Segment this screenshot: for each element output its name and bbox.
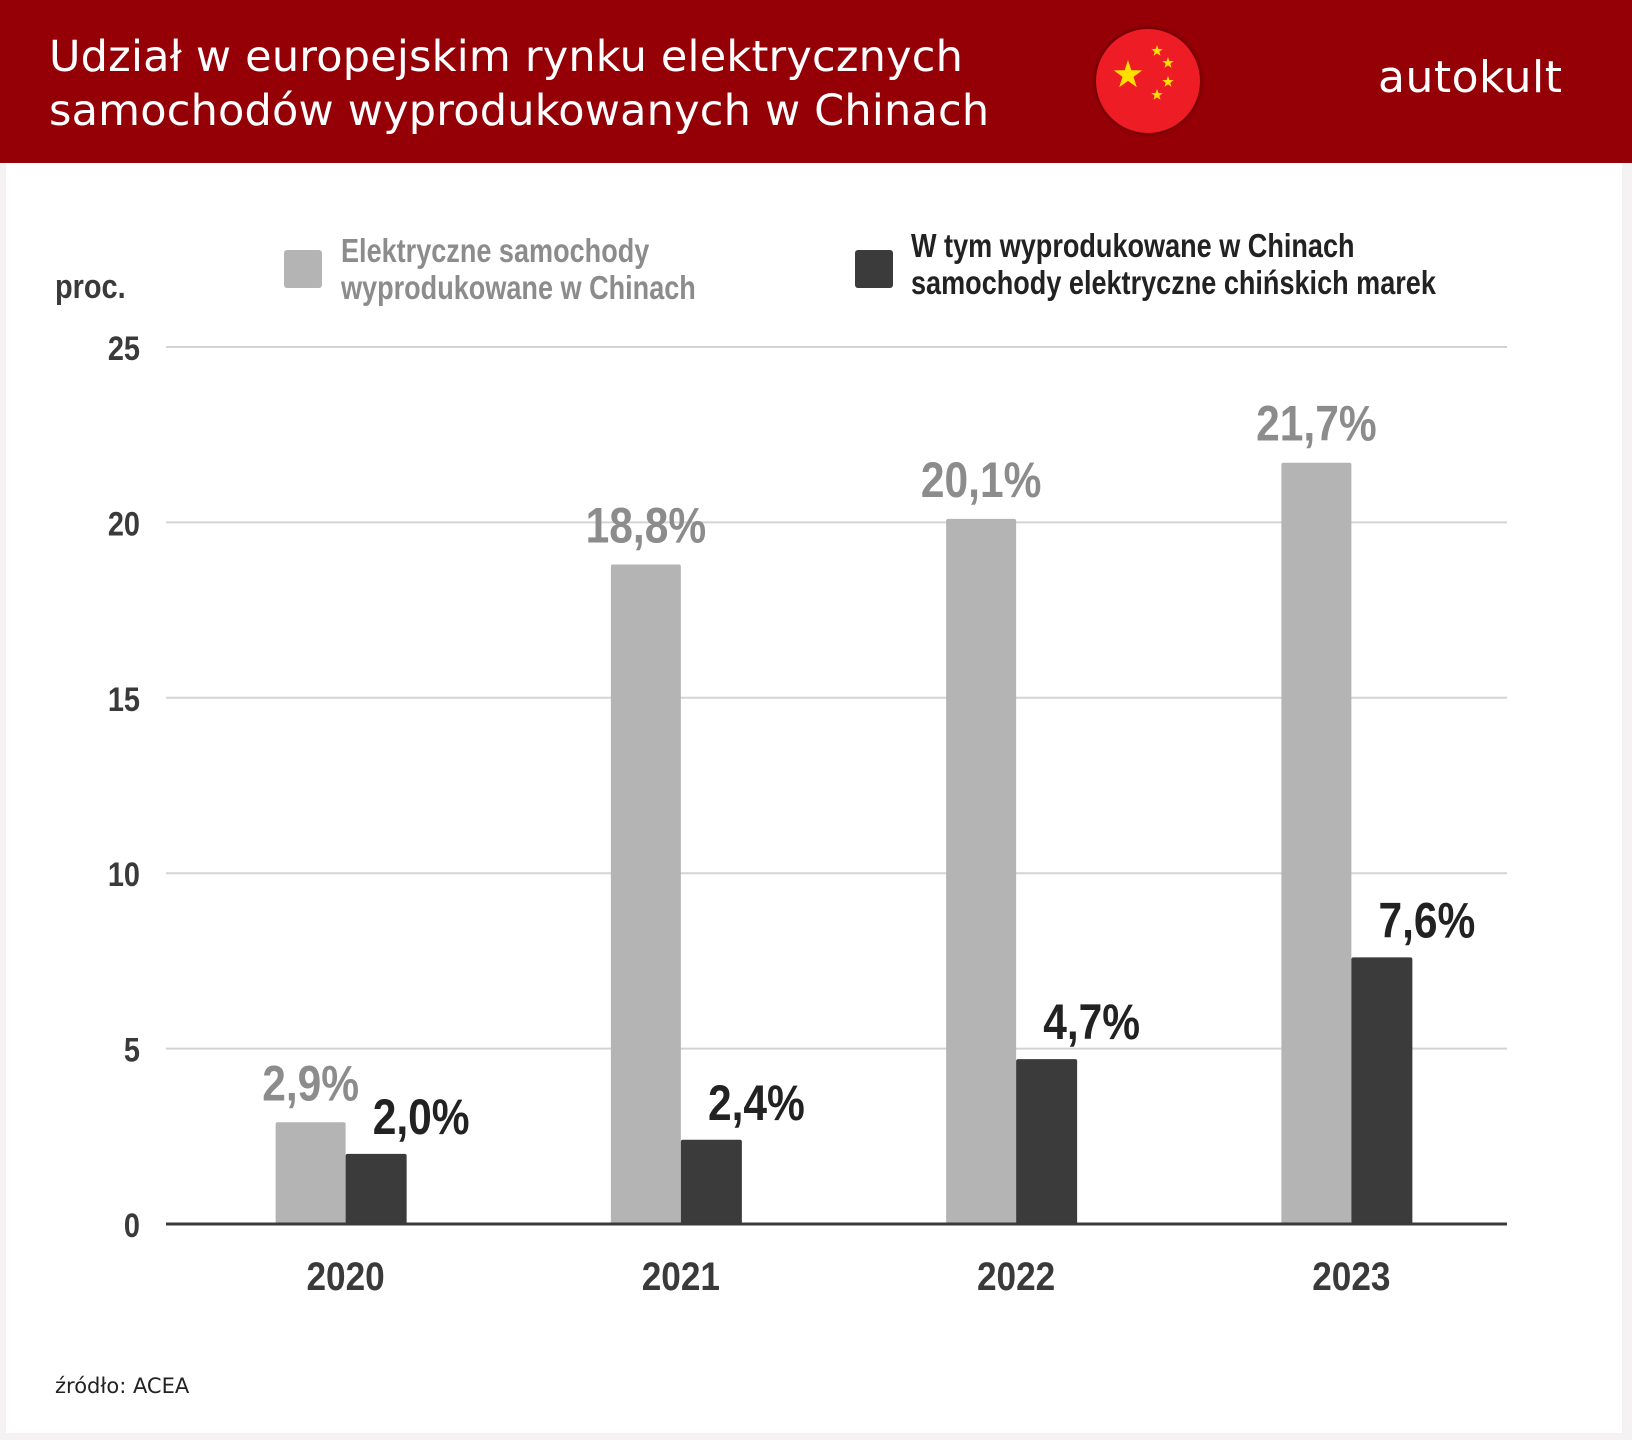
data-label: 20,1% (921, 452, 1041, 508)
bar-dark (345, 1153, 407, 1224)
y-tick-label: 20 (108, 504, 140, 543)
x-tick-label: 2023 (1312, 1254, 1390, 1299)
bar-dark (1016, 1059, 1078, 1224)
bar-light (946, 518, 1017, 1224)
source-note: źródło: ACEA (55, 1374, 190, 1398)
bar-dark (1351, 957, 1413, 1224)
legend-swatch-dark (855, 250, 893, 288)
y-axis-label: proc. (55, 268, 126, 306)
header-banner: Udział w europejskim rynku elektrycznych… (0, 0, 1632, 163)
legend-light-line-2: wyprodukowane w Chinach (341, 269, 696, 306)
bar-light (275, 1122, 346, 1224)
data-label: 21,7% (1256, 396, 1376, 452)
y-tick-label: 15 (108, 680, 140, 719)
title-line-1: Udział w europejskim rynku elektrycznych (49, 32, 964, 82)
x-tick-label: 2020 (306, 1254, 384, 1299)
brand-logo: autokult (1378, 52, 1563, 103)
legend-swatch-light (284, 250, 322, 288)
bar-light (610, 564, 681, 1224)
data-label: 2,4% (708, 1075, 805, 1131)
x-tick-label: 2022 (977, 1254, 1055, 1299)
x-tick-label: 2021 (642, 1254, 720, 1299)
bar-light (1281, 462, 1352, 1224)
data-label: 4,7% (1043, 994, 1140, 1050)
chart-title: Udział w europejskim rynku elektrycznych… (49, 30, 1089, 138)
legend-label-dark: W tym wyprodukowane w Chinach samochody … (911, 227, 1436, 301)
data-label: 2,0% (373, 1089, 470, 1145)
china-flag-icon (1096, 29, 1200, 133)
legend-label-light: Elektryczne samochody wyprodukowane w Ch… (341, 232, 696, 306)
title-line-2: samochodów wyprodukowanych w Chinach (49, 86, 990, 136)
data-label: 18,8% (586, 497, 706, 553)
legend-light-line-1: Elektryczne samochody (341, 232, 650, 269)
legend-dark-line-1: W tym wyprodukowane w Chinach (911, 227, 1355, 264)
data-label: 2,9% (262, 1055, 359, 1111)
y-tick-label: 25 (108, 329, 140, 368)
bar-dark (680, 1139, 742, 1224)
data-label: 7,6% (1378, 892, 1475, 948)
y-tick-label: 0 (124, 1206, 140, 1245)
legend-dark-line-2: samochody elektryczne chińskich marek (911, 264, 1436, 301)
y-tick-label: 5 (124, 1030, 140, 1069)
y-tick-label: 10 (108, 855, 140, 894)
